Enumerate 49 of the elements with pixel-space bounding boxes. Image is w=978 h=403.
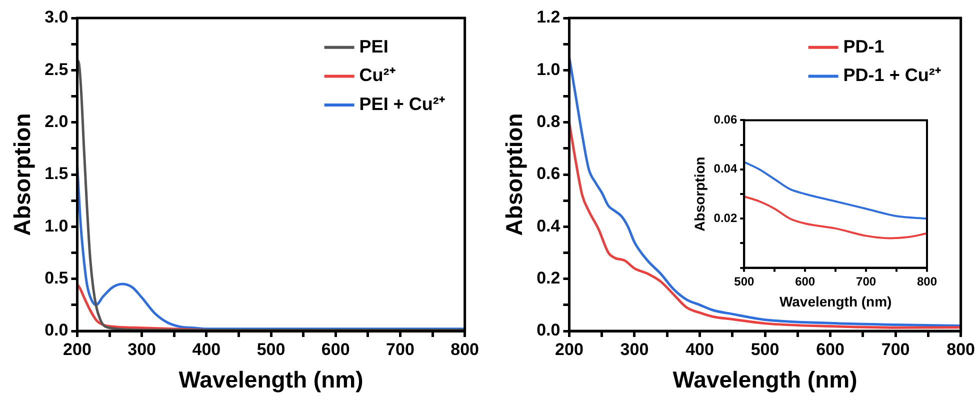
y-tick-label: 2.5	[44, 60, 68, 79]
x-tick-label: 300	[128, 340, 156, 359]
x-tick-label: 300	[620, 340, 649, 359]
y-tick-label: 1.5	[44, 164, 68, 184]
y-tick-label: 0.5	[44, 268, 68, 288]
x-tick-label: 400	[192, 340, 221, 359]
x-tick-label: 600	[795, 274, 816, 288]
y-tick-label: 2.0	[44, 112, 68, 132]
x-axis-title: Wavelength (nm)	[178, 366, 364, 393]
y-tick-label: 0.0	[536, 320, 560, 340]
y-tick-label: 0.0	[44, 320, 68, 340]
y-axis-title: Absorption	[501, 113, 528, 236]
y-axis-title: Absorption	[691, 156, 708, 232]
x-tick-label: 200	[555, 340, 584, 359]
x-tick-label: 600	[816, 340, 844, 359]
legend-label: PEI	[359, 36, 388, 56]
y-tick-label: 0.04	[714, 162, 738, 176]
legend-label: PD-1 + Cu²⁺	[843, 65, 941, 86]
line-series	[744, 161, 927, 220]
x-axis-title: Wavelength (nm)	[672, 366, 858, 393]
x-tick-label: 700	[386, 340, 414, 359]
x-axis-title: Wavelength (nm)	[779, 293, 892, 310]
x-tick-label: 800	[946, 340, 976, 359]
x-tick-label: 500	[734, 274, 754, 288]
y-tick-label: 0.8	[536, 112, 560, 132]
y-tick-label: 0.6	[536, 164, 560, 184]
y-tick-label: 0.4	[536, 216, 561, 236]
legend-label: PEI + Cu²⁺	[359, 94, 445, 114]
y-tick-label: 1.0	[536, 60, 560, 79]
y-axis-title: Absorption	[9, 113, 36, 236]
x-tick-label: 800	[450, 340, 480, 359]
x-tick-label: 700	[881, 340, 910, 359]
x-tick-label: 500	[256, 340, 286, 359]
y-tick-label: 0.06	[714, 112, 738, 127]
legend-label: Cu²⁺	[359, 65, 396, 86]
x-tick-label: 400	[686, 340, 714, 359]
y-tick-label: 0.02	[714, 210, 738, 225]
y-tick-label: 1.2	[536, 8, 560, 27]
y-tick-label: 3.0	[44, 8, 68, 27]
x-tick-label: 200	[63, 340, 92, 359]
line-series	[744, 195, 927, 240]
y-tick-label: 1.0	[44, 216, 68, 236]
x-tick-label: 700	[856, 274, 876, 288]
y-tick-label: 0.2	[536, 268, 560, 288]
x-tick-label: 500	[750, 340, 780, 359]
x-tick-label: 600	[321, 340, 350, 359]
x-tick-label: 800	[916, 274, 938, 288]
line-series	[569, 56, 961, 328]
legend-label: PD-1	[843, 36, 884, 56]
